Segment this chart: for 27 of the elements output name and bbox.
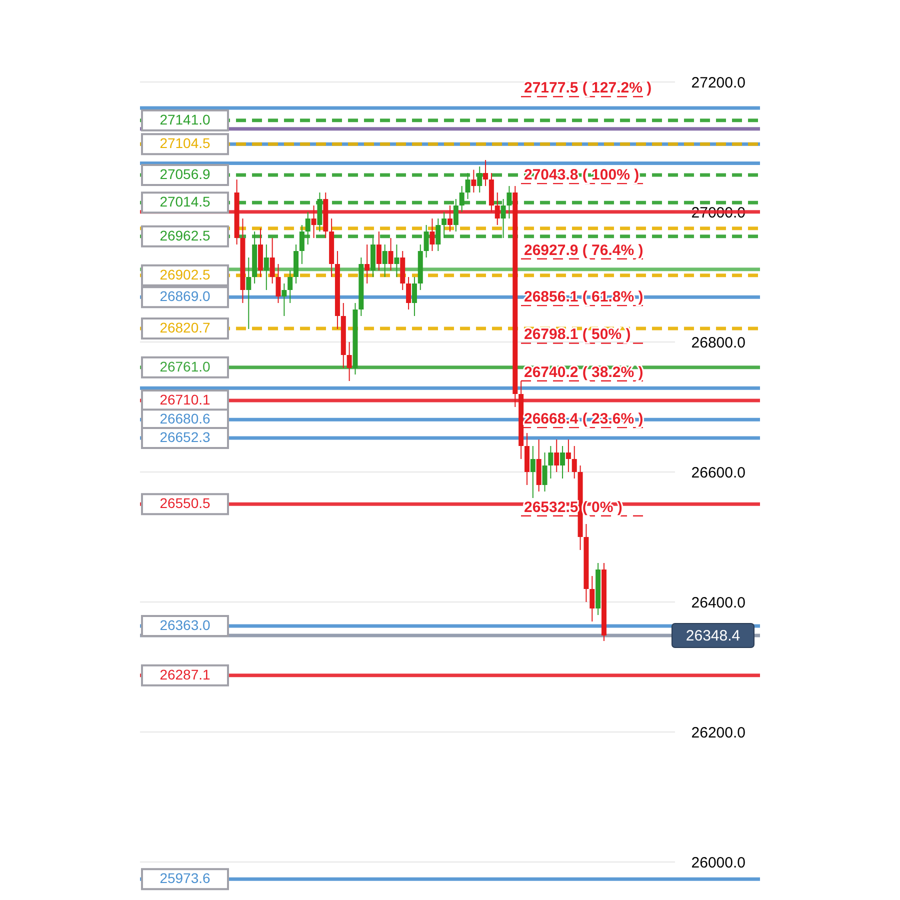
annotation: 26740.2 ( 38.2% ) [524, 364, 644, 381]
ref-line-label: 25973.6 [160, 870, 211, 886]
annotation: 26798.1 ( 50% ) [524, 326, 631, 344]
ref-line-label: 26550.5 [160, 495, 211, 512]
y-tick-label: 26200.0 [691, 724, 746, 742]
annotation: 27177.5 ( 127.2% ) [524, 80, 652, 97]
y-tick-label: 27200.0 [691, 74, 746, 92]
ref-line-label: 27014.5 [160, 194, 211, 210]
ref-line-label: 26820.7 [160, 320, 211, 336]
y-tick-label: 26800.0 [691, 334, 746, 352]
y-tick-label: 26400.0 [691, 594, 746, 612]
y-tick-label: 26000.0 [691, 854, 746, 872]
ref-line-label: 26363.0 [160, 617, 211, 634]
y-tick-label: 26600.0 [691, 464, 746, 482]
ref-line-label: 26761.0 [160, 358, 211, 374]
ref-line-label: 26902.5 [160, 266, 211, 282]
annotation: 26348.4 [686, 628, 740, 645]
ref-line-label: 26869.0 [160, 288, 211, 304]
ref-line-label: 27056.9 [160, 166, 211, 182]
ref-line-label: 27141.0 [160, 111, 211, 128]
ref-line-label: 26287.1 [160, 666, 211, 682]
ref-line-label: 26710.1 [160, 391, 211, 408]
ref-line-label: 26962.5 [160, 227, 211, 244]
ref-line-label: 27104.5 [160, 135, 211, 152]
annotation: 26927.9 ( 76.4% ) [524, 242, 644, 259]
ref-line-label: 26680.6 [160, 410, 211, 427]
ref-line-label: 26652.3 [160, 429, 211, 446]
